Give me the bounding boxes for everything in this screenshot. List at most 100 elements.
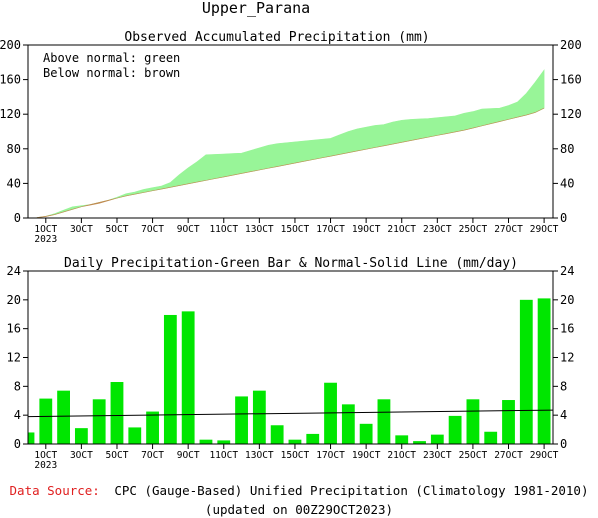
accum-xtick-label: 17OCT	[316, 224, 345, 235]
accum-ytick-label-left: 160	[0, 73, 21, 87]
daily-bar	[430, 434, 444, 444]
daily-bar	[306, 433, 320, 444]
accum-ytick-label-right: 40	[560, 176, 574, 190]
daily-xtick-label: 15OCT	[281, 450, 310, 461]
daily-ytick-label-left: 24	[7, 264, 21, 278]
daily-ytick-label-left: 16	[7, 322, 21, 336]
daily-precip-chart: Daily Precipitation-Green Bar & Normal-S…	[7, 256, 575, 471]
daily-ytick-label-left: 12	[7, 351, 21, 365]
accum-xtick-label: 27OCT	[494, 224, 523, 235]
accum-xtick-label: 7OCT	[141, 224, 164, 235]
daily-ytick-label-left: 4	[14, 408, 21, 422]
daily-ytick-label-right: 24	[560, 264, 574, 278]
daily-xtick-label: 21OCT	[387, 450, 416, 461]
footer-source-label: Data Source:	[10, 483, 100, 498]
accum-year-label: 2023	[34, 234, 57, 245]
accum-ytick-label-right: 80	[560, 142, 574, 156]
daily-bar	[92, 399, 106, 444]
daily-bars	[28, 298, 551, 444]
accum-ytick-label-right: 160	[560, 73, 582, 87]
daily-bar	[519, 299, 533, 444]
daily-x-axis: 1OCT 3OCT 5OCT 7OCT 9OCT 11OCT 13OCT 15OCT 17OCT…	[34, 444, 559, 471]
accum-xtick-label: 21OCT	[387, 224, 416, 235]
daily-ytick-label-left: 0	[14, 437, 21, 451]
daily-ytick-label-right: 16	[560, 322, 574, 336]
daily-ytick-label-right: 8	[560, 379, 567, 393]
accum-ytick-label-left: 120	[0, 107, 21, 121]
daily-bar	[359, 423, 373, 444]
daily-bar	[484, 431, 498, 444]
daily-bar	[28, 432, 35, 444]
daily-xtick-label: 29OCT	[530, 450, 559, 461]
accum-ytick-label-right: 200	[560, 38, 582, 52]
daily-year-label: 2023	[34, 460, 57, 471]
daily-bar	[252, 390, 266, 444]
daily-bar	[199, 439, 213, 444]
accum-xtick-label: 11OCT	[209, 224, 238, 235]
daily-bar	[395, 435, 409, 444]
daily-bar	[270, 425, 284, 444]
accum-xtick-label: 13OCT	[245, 224, 274, 235]
daily-xtick-label: 23OCT	[423, 450, 452, 461]
daily-bar	[39, 398, 53, 444]
accum-xtick-label: 3OCT	[70, 224, 93, 235]
daily-y-axis: 0 0 4 4 8 8 12 12 16 16 20 20 24 24	[7, 264, 575, 451]
accum-ytick-label-left: 40	[7, 176, 21, 190]
daily-bar	[163, 314, 177, 444]
accum-chart-title: Observed Accumulated Precipitation (mm)	[124, 30, 429, 45]
footer-source: Data Source: CPC (Gauge-Based) Unified P…	[10, 483, 589, 498]
accum-xtick-label: 5OCT	[106, 224, 129, 235]
accum-x-axis: 1OCT 3OCT 5OCT 7OCT 9OCT 11OCT 13OCT 15OCT 17OCT…	[34, 218, 559, 245]
accum-above-normal-area	[36, 69, 545, 218]
daily-ytick-label-right: 0	[560, 437, 567, 451]
accum-xtick-label: 29OCT	[530, 224, 559, 235]
daily-bar	[235, 396, 248, 444]
accum-ytick-label-left: 200	[0, 38, 21, 52]
accum-ytick-label-left: 80	[7, 142, 21, 156]
accum-ytick-label-right: 0	[560, 211, 567, 225]
daily-bar	[502, 400, 515, 444]
daily-normal-line	[27, 409, 554, 418]
daily-bar	[466, 399, 480, 444]
accum-xtick-label: 15OCT	[281, 224, 310, 235]
daily-bar	[110, 382, 124, 444]
daily-bar	[377, 399, 391, 444]
daily-bar	[57, 390, 70, 444]
daily-xtick-label: 9OCT	[177, 450, 200, 461]
daily-xtick-label: 7OCT	[141, 450, 164, 461]
daily-bar	[217, 440, 231, 444]
daily-xtick-label: 25OCT	[459, 450, 488, 461]
daily-ytick-label-left: 20	[7, 293, 21, 307]
accum-xtick-label: 19OCT	[352, 224, 381, 235]
daily-bar	[413, 441, 426, 444]
daily-xtick-label: 5OCT	[106, 450, 129, 461]
daily-xtick-label: 27OCT	[494, 450, 523, 461]
daily-ytick-label-right: 12	[560, 351, 574, 365]
daily-xtick-label: 3OCT	[70, 450, 93, 461]
accum-xtick-label: 1OCT	[34, 224, 57, 235]
accum-legend-above: Above normal: green	[43, 51, 180, 65]
accumulated-precip-chart: Observed Accumulated Precipitation (mm) …	[0, 30, 582, 245]
daily-bar	[341, 404, 355, 444]
accum-xtick-label: 23OCT	[423, 224, 452, 235]
accum-xtick-label: 9OCT	[177, 224, 200, 235]
daily-ytick-label-right: 20	[560, 293, 574, 307]
daily-bar	[537, 298, 551, 444]
daily-xtick-label: 13OCT	[245, 450, 274, 461]
daily-bar	[74, 428, 88, 444]
daily-bar	[128, 427, 142, 444]
accum-legend-below: Below normal: brown	[43, 66, 180, 80]
daily-xtick-label: 1OCT	[34, 450, 57, 461]
daily-xtick-label: 17OCT	[316, 450, 345, 461]
daily-bar	[146, 411, 159, 444]
accum-y-axis: 0 0 40 40 80 80 120 120 160 160 200 200	[0, 38, 582, 225]
daily-chart-title: Daily Precipitation-Green Bar & Normal-S…	[64, 256, 518, 271]
daily-bar	[288, 439, 302, 444]
daily-bar	[448, 415, 462, 444]
footer-updated: (updated on 00Z29OCT2023)	[205, 502, 393, 517]
daily-bar	[181, 311, 195, 444]
daily-ytick-label-left: 8	[14, 379, 21, 393]
daily-ytick-label-right: 4	[560, 408, 567, 422]
daily-xtick-label: 11OCT	[209, 450, 238, 461]
